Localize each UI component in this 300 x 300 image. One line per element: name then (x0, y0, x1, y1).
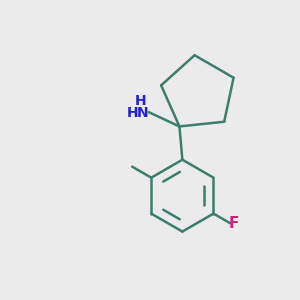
Text: F: F (228, 216, 239, 231)
Text: H: H (127, 106, 139, 120)
Text: N: N (137, 106, 149, 120)
Text: H: H (135, 94, 147, 108)
